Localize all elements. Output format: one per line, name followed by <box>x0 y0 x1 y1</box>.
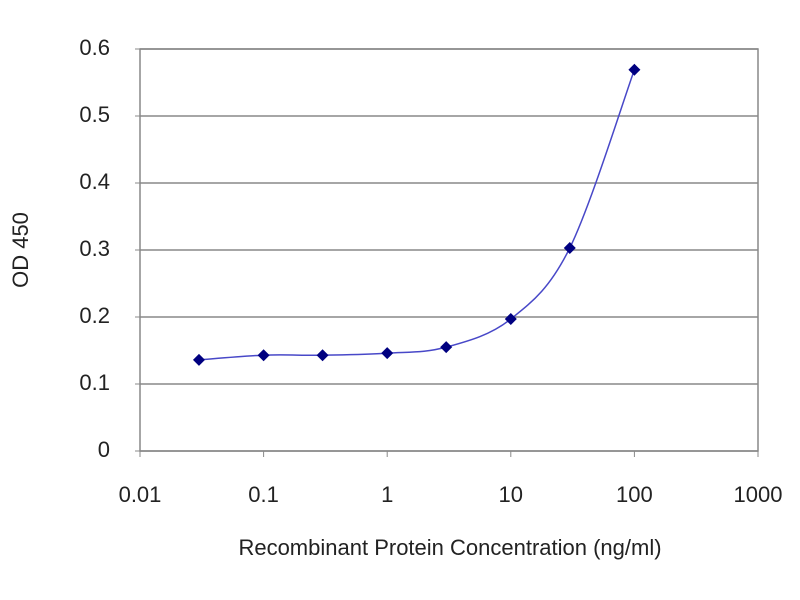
data-point <box>316 349 329 362</box>
y-tick-label: 0.1 <box>79 370 110 395</box>
data-point <box>440 341 453 354</box>
x-tick-label: 1 <box>381 482 393 507</box>
y-tick-label: 0.4 <box>79 169 110 194</box>
x-tick-label: 0.01 <box>119 482 162 507</box>
x-tick-label: 0.1 <box>248 482 279 507</box>
data-point <box>504 313 517 326</box>
y-tick-label: 0 <box>98 437 110 462</box>
x-tick-label: 100 <box>616 482 653 507</box>
x-tick-label: 10 <box>499 482 523 507</box>
data-point <box>257 349 270 362</box>
x-axis-label: Recombinant Protein Concentration (ng/ml… <box>238 535 661 560</box>
y-tick-label: 0.5 <box>79 102 110 127</box>
y-tick-label: 0.6 <box>79 35 110 60</box>
x-tick-label: 1000 <box>734 482 783 507</box>
data-point <box>192 353 205 366</box>
data-point <box>563 241 576 254</box>
data-point <box>628 63 641 76</box>
y-axis-label: OD 450 <box>8 212 33 288</box>
y-tick-label: 0.2 <box>79 303 110 328</box>
data-point <box>381 347 394 360</box>
y-tick-label: 0.3 <box>79 236 110 261</box>
